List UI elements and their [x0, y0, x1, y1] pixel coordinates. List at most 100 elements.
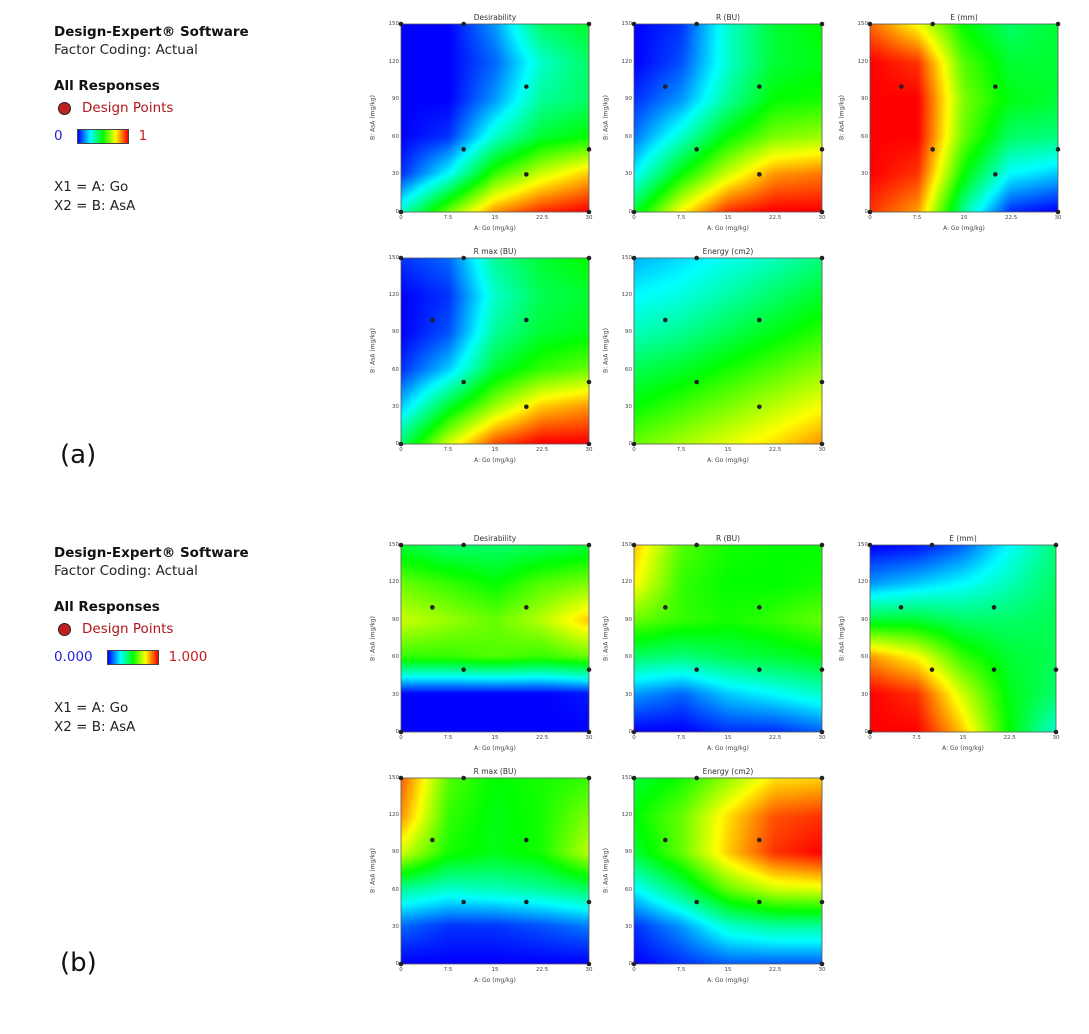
panel-label-a: (a)	[60, 440, 97, 470]
design-point	[631, 209, 637, 215]
plot-title: Energy (cm2)	[702, 767, 754, 776]
y-tick-label: 0	[395, 209, 400, 215]
design-point	[663, 837, 668, 843]
design-point	[398, 729, 404, 735]
y-tick-label: 120	[388, 58, 400, 65]
design-point	[819, 21, 825, 27]
design-point	[461, 775, 466, 781]
design-point	[930, 21, 935, 27]
design-point	[819, 147, 825, 152]
y-tick-label: 90	[625, 329, 632, 336]
design-point	[899, 84, 904, 89]
x-tick-label: 7.5	[676, 215, 686, 221]
design-point	[586, 441, 592, 447]
y-tick-label: 60	[625, 886, 632, 893]
scale-max: 1.000	[168, 649, 208, 665]
design-point	[586, 729, 592, 735]
design-point	[461, 379, 466, 385]
design-point	[430, 317, 435, 323]
x-tick-label: 7.5	[676, 735, 686, 741]
design-point	[461, 899, 466, 905]
design-point	[930, 147, 935, 152]
factor-defs: X1 = A: Go X2 = B: AsA	[54, 178, 314, 216]
x-tick-label: 0	[632, 447, 636, 453]
x-tick-label: 22.5	[536, 967, 549, 973]
contour-plot-a-1: Desirability 0 7.5 15 22.5 30 0 30 60 90 120 150 A: …	[361, 13, 599, 242]
y-axis-label: B: AsA (mg/kg)	[602, 848, 610, 893]
design-point	[524, 899, 529, 905]
y-tick-label: 120	[621, 58, 633, 65]
design-point	[819, 667, 825, 672]
software-title: Design-Expert® Software	[54, 24, 249, 40]
design-point	[1053, 667, 1059, 672]
plot-overlay	[398, 775, 592, 967]
x-tick-label: 0	[632, 967, 636, 973]
factor-defs: X1 = A: Go X2 = B: AsA	[54, 699, 314, 737]
y-tick-label: 150	[857, 542, 869, 548]
design-point-icon	[58, 622, 71, 636]
scale-min: 0.000	[54, 649, 93, 665]
legend-a: Design-Expert® Software Factor Coding: A…	[54, 24, 314, 216]
design-point	[757, 899, 762, 905]
y-tick-label: 150	[621, 21, 633, 27]
y-tick-label: 30	[392, 171, 399, 178]
x-tick-label: 15	[491, 447, 499, 453]
x-tick-label: 7.5	[443, 967, 453, 973]
factor-coding: Factor Coding: Actual	[54, 42, 198, 58]
design-point	[461, 21, 466, 27]
design-point	[694, 899, 699, 905]
design-point	[993, 84, 998, 89]
design-point	[757, 404, 762, 410]
design-point	[631, 729, 637, 735]
design-point	[757, 317, 762, 323]
x-tick-label: 22.5	[769, 215, 782, 221]
plot-frame	[400, 23, 590, 213]
design-point	[586, 21, 592, 27]
x-tick-label: 15	[491, 215, 499, 221]
design-point	[586, 899, 592, 905]
x-tick-label: 30	[1052, 735, 1060, 741]
design-point	[524, 84, 529, 89]
x-tick-label: 22.5	[769, 447, 782, 453]
x-tick-label: 7.5	[912, 735, 921, 741]
heatmap-surface	[634, 24, 822, 212]
x-tick-label: 15	[959, 735, 967, 741]
y-tick-label: 90	[625, 849, 632, 856]
y-axis-label: B: AsA (mg/kg)	[838, 615, 846, 661]
design-point	[867, 542, 873, 548]
design-point	[398, 209, 404, 215]
design-point	[663, 605, 668, 610]
design-point	[663, 84, 668, 89]
x-tick-label: 30	[818, 967, 826, 973]
design-point	[430, 837, 435, 843]
x-axis-label: A: Go (mg/kg)	[942, 745, 984, 752]
plot-title: Energy (cm2)	[702, 247, 754, 256]
y-axis-label: B: AsA (mg/kg)	[369, 328, 377, 373]
x-tick-label: 22.5	[536, 447, 549, 453]
heatmap-surface	[401, 778, 589, 964]
y-tick-label: 30	[625, 403, 632, 410]
all-responses-heading: All Responses	[54, 599, 160, 615]
x-tick-label: 30	[818, 215, 826, 221]
y-axis-label: B: AsA (mg/kg)	[602, 95, 610, 140]
y-tick-label: 150	[857, 21, 869, 27]
software-title: Design-Expert® Software	[54, 545, 249, 561]
panel-label-b: (b)	[60, 948, 97, 978]
design-point	[819, 542, 825, 548]
contour-plot-a-3: E (mm) 0 7.5 15 22.5 30 0 30 60 90 120 150 A: Go (mg…	[830, 13, 1068, 242]
plot-frame	[633, 23, 823, 213]
contour-plot-b-7: R (BU) 0 7.5 15 22.5 30 0 30 60 90 120 150 A: Go (mg…	[594, 534, 832, 762]
plot-title: Desirability	[473, 534, 517, 543]
design-point	[991, 667, 997, 672]
x-tick-label: 7.5	[676, 447, 686, 453]
y-tick-label: 120	[857, 579, 869, 586]
plot-frame	[400, 544, 590, 733]
x-tick-label: 0	[868, 215, 872, 221]
y-tick-label: 120	[388, 812, 400, 819]
x-tick-label: 0	[868, 735, 872, 741]
y-tick-label: 90	[392, 616, 399, 623]
x-tick-label: 15	[491, 967, 499, 973]
design-point	[1055, 209, 1061, 215]
y-axis-label: B: AsA (mg/kg)	[602, 328, 610, 373]
design-point	[757, 605, 762, 610]
